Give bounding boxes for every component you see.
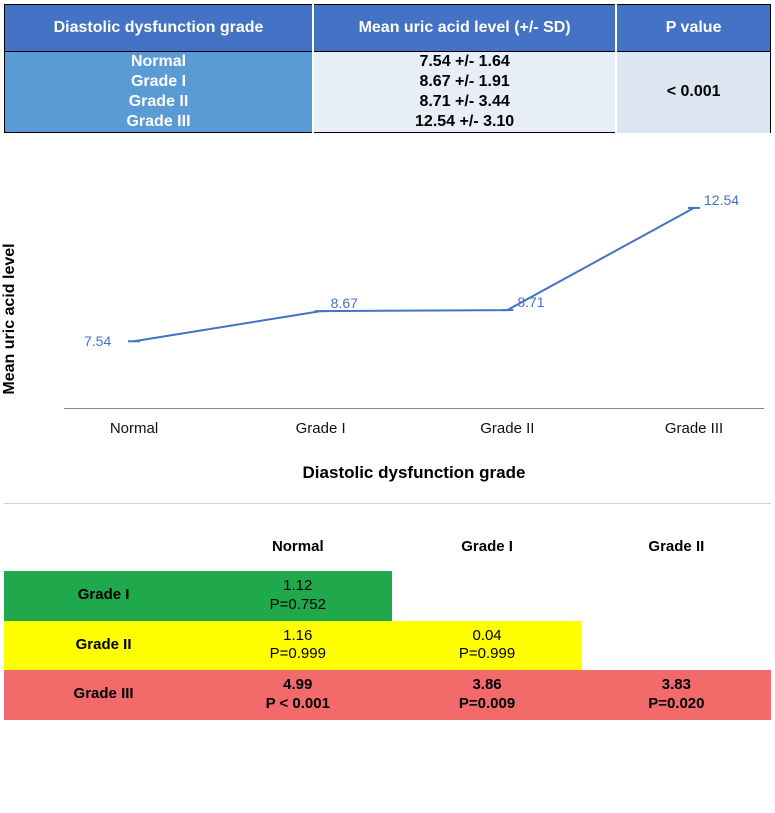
col-header-grade: Diastolic dysfunction grade — [5, 5, 314, 52]
comparison-pvalue: P=0.999 — [396, 645, 577, 664]
comparison-cell: 1.16P=0.999 — [203, 621, 392, 671]
chart-svg — [64, 149, 764, 409]
comparison-cell — [582, 621, 771, 671]
table-row: Normal 7.54 +/- 1.64 < 0.001 — [5, 52, 771, 73]
row-value: 8.67 +/- 1.91 — [313, 72, 616, 92]
row-label: Normal — [5, 52, 314, 73]
comparison-cell — [582, 571, 771, 621]
comparison-cell: 3.86 P=0.009 — [392, 670, 581, 720]
comparison-pvalue: P=0.009 — [396, 695, 577, 714]
chart-ylabel: Mean uric acid level — [1, 243, 19, 394]
comparison-diff: 1.16 — [283, 627, 312, 644]
row-label: Grade II — [5, 92, 314, 112]
chart-data-label: 12.54 — [704, 192, 739, 208]
chart-data-label: 8.71 — [517, 294, 544, 310]
chart-xtick: Grade III — [665, 420, 723, 437]
row-value: 7.54 +/- 1.64 — [313, 52, 616, 73]
comparison-diff: 3.83 — [662, 676, 691, 693]
comparison-pvalue: P=0.752 — [207, 596, 388, 615]
chart-data-label: 8.67 — [331, 295, 358, 311]
comparison-cell: 3.83 P=0.020 — [582, 670, 771, 720]
chart-xtick: Grade I — [296, 420, 346, 437]
comparison-row: Grade III 4.99 P < 0.001 3.86 P=0.009 3.83 P=0… — [4, 670, 771, 720]
chart-xtick: Normal — [110, 420, 158, 437]
comp-col-blank — [4, 522, 203, 571]
comparison-table: Normal Grade I Grade II Grade I 1.12 P=0.7… — [4, 522, 771, 720]
line-chart: Mean uric acid level Diastolic dysfuncti… — [4, 139, 771, 499]
comparison-cell — [392, 571, 581, 621]
comparison-cell: 1.12 P=0.752 — [203, 571, 392, 621]
comparison-diff: 3.86 — [472, 676, 501, 693]
comparison-cell: 4.99 P < 0.001 — [203, 670, 392, 720]
p-value-cell: < 0.001 — [616, 52, 770, 133]
comparison-row-label: Grade I — [4, 571, 203, 621]
comparison-diff: 0.04 — [472, 627, 501, 644]
row-label: Grade III — [5, 112, 314, 133]
row-label: Grade I — [5, 72, 314, 92]
row-value: 12.54 +/- 3.10 — [313, 112, 616, 133]
comp-col-grade2: Grade II — [582, 522, 771, 571]
comparison-pvalue: P < 0.001 — [207, 695, 388, 714]
separator — [4, 503, 771, 504]
chart-xlabel: Diastolic dysfunction grade — [64, 463, 764, 483]
chart-data-label: 7.54 — [84, 333, 111, 349]
comparison-pvalue: P=0.999 — [207, 645, 388, 664]
comparison-diff: 4.99 — [283, 676, 312, 693]
comparison-row-label: Grade II — [4, 621, 203, 671]
col-header-pval: P value — [616, 5, 770, 52]
comp-col-normal: Normal — [203, 522, 392, 571]
comparison-pvalue: P=0.020 — [586, 695, 767, 714]
comparison-row: Grade II1.16P=0.9990.04P=0.999 — [4, 621, 771, 671]
summary-table: Diastolic dysfunction grade Mean uric ac… — [4, 4, 771, 133]
comp-col-grade1: Grade I — [392, 522, 581, 571]
chart-xtick: Grade II — [480, 420, 534, 437]
row-value: 8.71 +/- 3.44 — [313, 92, 616, 112]
comparison-row-label: Grade III — [4, 670, 203, 720]
comparison-row: Grade I 1.12 P=0.752 — [4, 571, 771, 621]
col-header-mean: Mean uric acid level (+/- SD) — [313, 5, 616, 52]
comparison-diff: 1.12 — [283, 577, 312, 594]
comparison-cell: 0.04P=0.999 — [392, 621, 581, 671]
